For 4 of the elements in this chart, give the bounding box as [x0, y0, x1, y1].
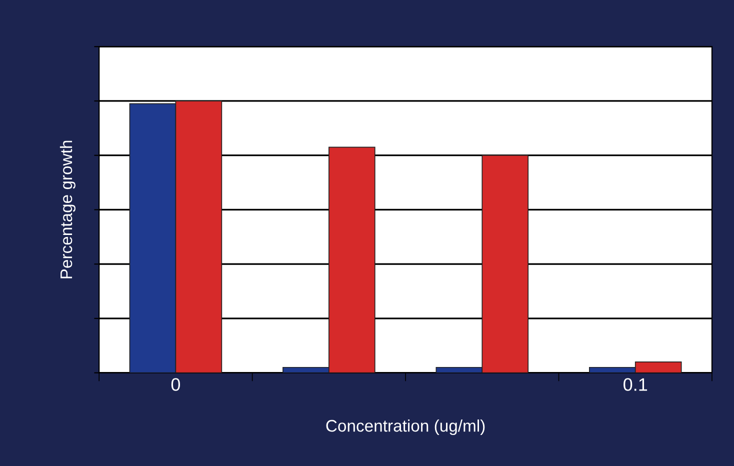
y-axis-title: Percentage growth [60, 140, 76, 278]
x-tick-label: 0 [171, 378, 180, 391]
x-axis-title: Concentration (ug/ml) [326, 419, 485, 436]
x-tick-label: 0.1 [624, 378, 648, 391]
